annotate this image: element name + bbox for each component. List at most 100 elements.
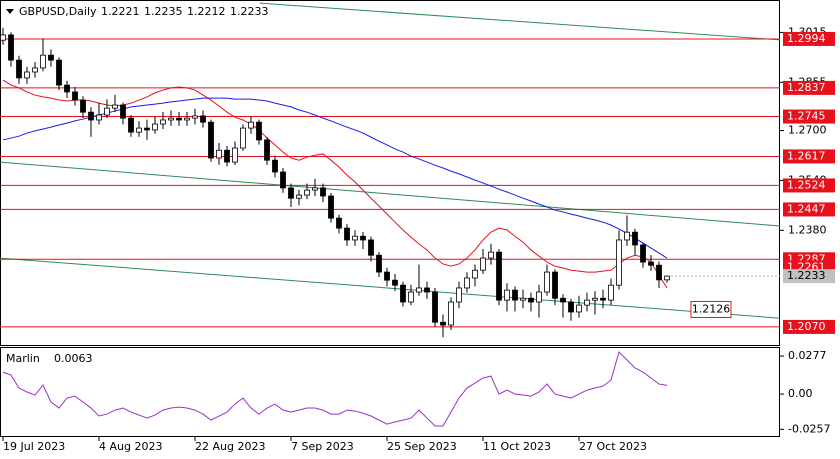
- candle-body: [600, 297, 606, 301]
- level-label: 1.2745: [787, 110, 826, 123]
- chart-title: GBPUSD,Daily: [19, 5, 97, 18]
- level-label-box: [783, 149, 835, 164]
- candle-body: [424, 287, 430, 293]
- candle-body: [280, 171, 286, 189]
- level-label: 1.2617: [787, 149, 826, 162]
- candle-body: [312, 187, 318, 191]
- x-tick-label: 27 Oct 2023: [579, 440, 647, 453]
- candle-body: [640, 244, 646, 263]
- candle-body: [272, 159, 278, 173]
- level-label-box: [783, 178, 835, 193]
- candle-body: [264, 139, 270, 161]
- candle-body: [216, 149, 222, 159]
- candle-body: [632, 231, 638, 246]
- candle-body: [392, 279, 398, 286]
- indicator-y-tick-label: 0.00: [788, 387, 813, 400]
- indicator-title: Marlin: [6, 352, 40, 365]
- annotation-label: 1.2126: [692, 302, 731, 315]
- level-label-box: [783, 109, 835, 124]
- indicator-panel-frame: [0, 347, 780, 437]
- candle-body: [152, 123, 158, 131]
- candle-body: [248, 121, 254, 129]
- trendline: [259, 2, 780, 41]
- candle-body: [232, 147, 238, 163]
- candle-body: [592, 297, 598, 301]
- candle-body: [144, 127, 150, 131]
- annotation-box: [690, 300, 732, 318]
- indicator-value: 0.0063: [54, 352, 93, 365]
- candle-body: [376, 254, 382, 273]
- candle-body: [56, 59, 62, 86]
- candle-body: [368, 239, 374, 256]
- candle-body: [64, 84, 70, 93]
- level-label-box: [783, 319, 835, 334]
- candle-body: [544, 271, 550, 293]
- candle-body: [520, 297, 526, 301]
- candle-body: [8, 34, 14, 61]
- header-open: 1.2221: [101, 5, 140, 18]
- candle-body: [296, 194, 302, 199]
- x-tick-label: 4 Aug 2023: [99, 440, 162, 453]
- candle-body: [560, 297, 566, 303]
- candle-body: [128, 117, 134, 133]
- candle-body: [568, 301, 574, 313]
- candle-body: [72, 91, 78, 101]
- candle-body: [488, 251, 494, 259]
- indicator-y-tick-label: 0.0277: [788, 349, 827, 362]
- header-high: 1.2235: [144, 5, 183, 18]
- current-price-box: [783, 269, 835, 284]
- candle-body: [136, 127, 142, 133]
- candle-body: [480, 257, 486, 271]
- candle-body: [464, 277, 470, 289]
- candle-body: [192, 115, 198, 119]
- candle-body: [384, 271, 390, 281]
- current-price-label: 1.2233: [787, 269, 826, 282]
- candle-body: [576, 304, 582, 313]
- level-label: 1.2524: [787, 178, 826, 191]
- candle-body: [104, 107, 110, 116]
- level-label: 1.2070: [787, 320, 826, 333]
- plot-layer: 1.30151.28551.27001.25401.23800.02770.00…: [0, 2, 835, 453]
- candle-body: [328, 195, 334, 219]
- candle-body: [624, 231, 630, 241]
- trendline: [0, 161, 780, 227]
- candle-body: [96, 114, 102, 121]
- candle-body: [352, 235, 358, 241]
- candle-body: [200, 115, 206, 123]
- candle-body: [472, 269, 478, 279]
- candle-body: [440, 321, 446, 326]
- candle-body: [528, 297, 534, 303]
- y-tick-label: 1.2380: [788, 223, 827, 236]
- main-panel-frame: [0, 0, 780, 346]
- candle-body: [648, 261, 654, 266]
- candle-body: [664, 275, 670, 281]
- x-tick-label: 22 Aug 2023: [195, 440, 265, 453]
- candle-body: [160, 119, 166, 125]
- level-label: 1.2837: [787, 81, 826, 94]
- candle-body: [608, 284, 614, 301]
- candle-body: [176, 117, 182, 121]
- candle-body: [24, 71, 30, 79]
- candle-body: [432, 291, 438, 323]
- x-tick-label: 11 Oct 2023: [483, 440, 551, 453]
- candle-body: [0, 34, 6, 41]
- candle-body: [224, 149, 230, 163]
- candle-body: [552, 271, 558, 299]
- candle-body: [656, 264, 662, 281]
- candle-body: [416, 287, 422, 293]
- candle-body: [496, 251, 502, 301]
- candle-body: [112, 104, 118, 109]
- candle-body: [304, 189, 310, 196]
- indicator-y-tick-label: -0.0257: [788, 422, 830, 435]
- x-tick-label: 25 Sep 2023: [387, 440, 457, 453]
- candle-body: [184, 117, 190, 121]
- level-label: 1.2994: [787, 32, 826, 45]
- header-close: 1.2233: [230, 5, 269, 18]
- candle-body: [80, 99, 86, 113]
- candle-body: [48, 54, 54, 61]
- candle-body: [616, 239, 622, 286]
- level-label: 1.2447: [787, 202, 826, 215]
- candle-body: [504, 289, 510, 301]
- header-low: 1.2212: [187, 5, 226, 18]
- level-label-box: [783, 31, 835, 46]
